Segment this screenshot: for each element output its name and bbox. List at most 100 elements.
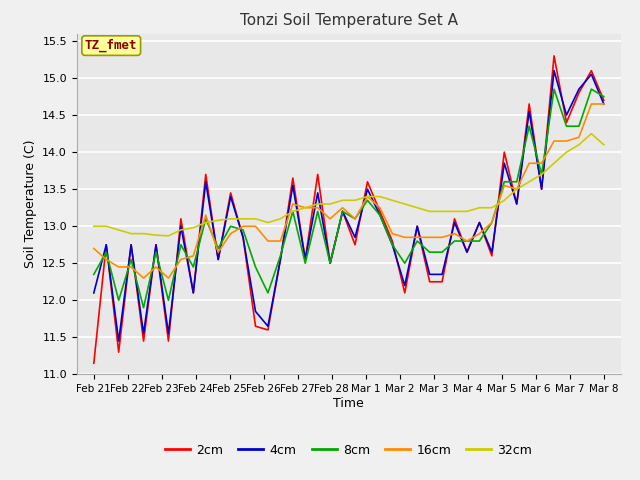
4cm	[115, 338, 122, 344]
8cm	[401, 260, 408, 266]
16cm	[227, 231, 234, 237]
32cm	[90, 223, 98, 229]
8cm	[252, 264, 259, 270]
8cm	[538, 171, 545, 177]
8cm	[152, 249, 160, 255]
2cm	[488, 253, 496, 259]
16cm	[301, 205, 309, 211]
2cm	[351, 242, 359, 248]
4cm	[202, 179, 209, 185]
8cm	[177, 242, 185, 248]
8cm	[525, 123, 533, 129]
16cm	[451, 231, 458, 237]
2cm	[276, 257, 284, 263]
4cm	[152, 242, 160, 248]
4cm	[451, 220, 458, 226]
16cm	[351, 216, 359, 222]
4cm	[550, 68, 558, 73]
16cm	[177, 257, 185, 263]
2cm	[463, 249, 471, 255]
8cm	[214, 246, 222, 252]
16cm	[463, 238, 471, 244]
16cm	[140, 275, 147, 281]
16cm	[164, 275, 172, 281]
2cm	[152, 242, 160, 248]
16cm	[413, 234, 421, 240]
32cm	[401, 201, 408, 207]
2cm	[301, 257, 309, 263]
4cm	[314, 190, 321, 196]
8cm	[588, 86, 595, 92]
32cm	[550, 160, 558, 166]
16cm	[550, 138, 558, 144]
8cm	[463, 238, 471, 244]
4cm	[513, 201, 520, 207]
16cm	[239, 223, 247, 229]
4cm	[227, 194, 234, 200]
2cm	[513, 201, 520, 207]
32cm	[214, 217, 222, 223]
8cm	[513, 179, 520, 185]
16cm	[102, 257, 110, 263]
4cm	[140, 331, 147, 336]
32cm	[127, 231, 135, 237]
2cm	[401, 290, 408, 296]
2cm	[600, 97, 607, 103]
32cm	[202, 220, 209, 226]
32cm	[314, 201, 321, 207]
8cm	[426, 249, 433, 255]
8cm	[575, 123, 583, 129]
2cm	[164, 338, 172, 344]
8cm	[227, 223, 234, 229]
4cm	[426, 272, 433, 277]
Line: 16cm: 16cm	[94, 104, 604, 278]
32cm	[152, 232, 160, 238]
8cm	[563, 123, 570, 129]
Legend: 2cm, 4cm, 8cm, 16cm, 32cm: 2cm, 4cm, 8cm, 16cm, 32cm	[160, 439, 538, 462]
32cm	[575, 142, 583, 148]
4cm	[264, 324, 272, 329]
8cm	[202, 216, 209, 222]
16cm	[525, 160, 533, 166]
2cm	[227, 190, 234, 196]
4cm	[388, 242, 396, 248]
8cm	[351, 216, 359, 222]
8cm	[115, 298, 122, 303]
4cm	[563, 112, 570, 118]
Line: 8cm: 8cm	[94, 89, 604, 308]
8cm	[364, 197, 371, 203]
8cm	[500, 179, 508, 185]
4cm	[538, 186, 545, 192]
32cm	[326, 201, 334, 207]
16cm	[426, 234, 433, 240]
16cm	[127, 264, 135, 270]
32cm	[140, 231, 147, 237]
16cm	[538, 160, 545, 166]
2cm	[588, 68, 595, 73]
Y-axis label: Soil Temperature (C): Soil Temperature (C)	[24, 140, 36, 268]
32cm	[413, 205, 421, 211]
8cm	[140, 305, 147, 311]
4cm	[326, 260, 334, 266]
4cm	[600, 101, 607, 107]
4cm	[177, 223, 185, 229]
2cm	[314, 171, 321, 177]
8cm	[488, 220, 496, 226]
32cm	[438, 208, 446, 214]
16cm	[376, 205, 384, 211]
32cm	[252, 216, 259, 222]
16cm	[600, 101, 607, 107]
16cm	[214, 249, 222, 255]
4cm	[164, 331, 172, 336]
Text: TZ_fmet: TZ_fmet	[85, 39, 138, 52]
16cm	[264, 238, 272, 244]
8cm	[276, 253, 284, 259]
32cm	[451, 208, 458, 214]
32cm	[563, 149, 570, 155]
32cm	[276, 216, 284, 222]
32cm	[239, 216, 247, 222]
32cm	[301, 205, 309, 211]
32cm	[102, 223, 110, 229]
8cm	[388, 242, 396, 248]
16cm	[476, 231, 483, 237]
